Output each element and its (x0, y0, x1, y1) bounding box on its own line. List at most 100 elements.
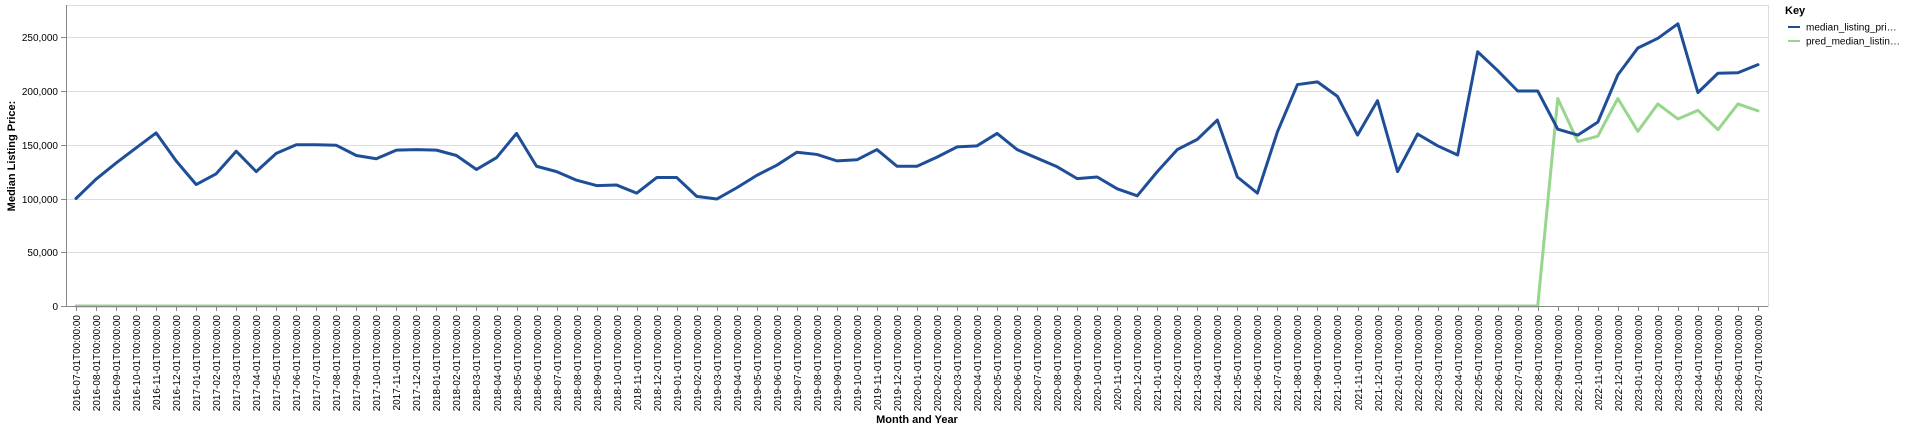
x-tick-label: 2019-01-01T00:00:00 (673, 315, 684, 412)
y-tick-label: 200,000 (22, 87, 59, 98)
x-tick-label: 2017-08-01T00:00:00 (332, 315, 343, 412)
x-tick-label: 2022-04-01T00:00:00 (1454, 315, 1465, 412)
x-tick-label: 2023-02-01T00:00:00 (1654, 315, 1665, 412)
x-tick-label: 2021-09-01T00:00:00 (1313, 315, 1324, 412)
x-tick-label: 2020-02-01T00:00:00 (933, 315, 944, 412)
x-tick-label: 2022-09-01T00:00:00 (1554, 315, 1565, 412)
series-layer (74, 22, 1760, 308)
legend-title: Key (1785, 5, 1806, 17)
x-tick-label: 2017-03-01T00:00:00 (232, 315, 243, 412)
x-tick-label: 2019-10-01T00:00:00 (853, 315, 864, 412)
x-tick-label: 2022-11-01T00:00:00 (1594, 315, 1605, 411)
series-line-median-listing-price (74, 22, 1760, 201)
x-tick-label: 2023-06-01T00:00:00 (1734, 315, 1745, 412)
x-tick-label: 2020-10-01T00:00:00 (1093, 315, 1104, 412)
x-tick-label: 2021-08-01T00:00:00 (1293, 315, 1304, 412)
x-tick-label: 2017-09-01T00:00:00 (352, 315, 363, 412)
x-tick-label: 2018-11-01T00:00:00 (633, 315, 644, 411)
x-tick-label: 2017-10-01T00:00:00 (372, 315, 383, 412)
y-tick-label: 0 (52, 302, 58, 313)
x-tick-label: 2021-03-01T00:00:00 (1193, 315, 1204, 412)
legend-label: pred_median_listin… (1806, 37, 1900, 48)
x-tick-label: 2016-08-01T00:00:00 (92, 315, 103, 412)
axes: 0 50,000 100,000 150,000 200,000 250,000 2016-… (22, 5, 1768, 411)
x-tick-label: 2018-10-01T00:00:00 (613, 315, 624, 412)
x-tick-label: 2019-02-01T00:00:00 (693, 315, 704, 412)
x-tick-label: 2022-01-01T00:00:00 (1394, 315, 1405, 412)
x-tick-label: 2017-11-01T00:00:00 (392, 315, 403, 411)
x-tick-label: 2023-01-01T00:00:00 (1634, 315, 1645, 412)
x-tick-label: 2018-05-01T00:00:00 (513, 315, 524, 412)
x-tick-label: 2017-12-01T00:00:00 (412, 315, 423, 412)
x-tick-label: 2022-06-01T00:00:00 (1494, 315, 1505, 412)
gridlines (66, 37, 1768, 307)
x-tick-label: 2022-10-01T00:00:00 (1574, 315, 1585, 412)
x-tick-label: 2016-12-01T00:00:00 (172, 315, 183, 412)
x-tick-label: 2019-07-01T00:00:00 (793, 315, 804, 412)
x-tick-label: 2019-04-01T00:00:00 (733, 315, 744, 412)
x-tick-label: 2019-11-01T00:00:00 (873, 315, 884, 411)
x-tick-label: 2020-07-01T00:00:00 (1033, 315, 1044, 412)
y-axis-title: Median Listing Price: (6, 101, 18, 212)
x-tick-label: 2016-10-01T00:00:00 (132, 315, 143, 412)
legend-label: median_listing_pri… (1806, 23, 1897, 34)
x-tick-label: 2019-12-01T00:00:00 (893, 315, 904, 412)
x-tick-label: 2019-09-01T00:00:00 (833, 315, 844, 412)
x-tick-label: 2020-01-01T00:00:00 (913, 315, 924, 412)
x-axis-title: Month and Year (876, 414, 958, 426)
y-tick-label: 50,000 (27, 248, 58, 259)
x-tick-label: 2022-12-01T00:00:00 (1614, 315, 1625, 412)
x-tick-label: 2022-07-01T00:00:00 (1514, 315, 1525, 412)
x-tick-label: 2018-12-01T00:00:00 (653, 315, 664, 412)
x-tick-label: 2023-04-01T00:00:00 (1694, 315, 1705, 412)
x-tick-label: 2020-04-01T00:00:00 (973, 315, 984, 412)
x-tick-label: 2019-08-01T00:00:00 (813, 315, 824, 412)
y-tick-label: 250,000 (22, 33, 59, 44)
x-tick-label: 2020-08-01T00:00:00 (1053, 315, 1064, 412)
x-tick-label: 2018-02-01T00:00:00 (452, 315, 463, 412)
x-tick-label: 2019-06-01T00:00:00 (773, 315, 784, 412)
x-tick-label: 2023-05-01T00:00:00 (1714, 315, 1725, 412)
x-tick-label: 2022-05-01T00:00:00 (1474, 315, 1485, 412)
x-tick-label: 2022-02-01T00:00:00 (1414, 315, 1425, 412)
x-tick-label: 2017-06-01T00:00:00 (292, 315, 303, 412)
x-tick-label: 2021-10-01T00:00:00 (1333, 315, 1344, 412)
x-tick-label: 2018-01-01T00:00:00 (432, 315, 443, 412)
x-tick-label: 2021-04-01T00:00:00 (1213, 315, 1224, 412)
x-tick-label: 2020-12-01T00:00:00 (1133, 315, 1144, 412)
x-tick-label: 2021-12-01T00:00:00 (1374, 315, 1385, 412)
x-tick-label: 2022-03-01T00:00:00 (1434, 315, 1445, 412)
y-tick-label: 100,000 (22, 195, 59, 206)
x-tick-label: 2021-07-01T00:00:00 (1273, 315, 1284, 412)
x-tick-label: 2021-01-01T00:00:00 (1153, 315, 1164, 412)
series-line-pred-median-listing-price (74, 97, 1760, 308)
x-tick-label: 2022-08-01T00:00:00 (1534, 315, 1545, 412)
x-tick-label: 2018-04-01T00:00:00 (493, 315, 504, 412)
x-tick-label: 2021-02-01T00:00:00 (1173, 315, 1184, 412)
x-tick-label: 2016-07-01T00:00:00 (72, 315, 83, 412)
x-tick-label: 2016-09-01T00:00:00 (112, 315, 123, 412)
x-tick-label: 2017-02-01T00:00:00 (212, 315, 223, 412)
x-tick-label: 2019-05-01T00:00:00 (753, 315, 764, 412)
x-tick-label: 2020-05-01T00:00:00 (993, 315, 1004, 412)
x-tick-label: 2017-01-01T00:00:00 (192, 315, 203, 412)
x-tick-label: 2017-05-01T00:00:00 (272, 315, 283, 412)
y-tick-label: 150,000 (22, 141, 59, 152)
x-tick-label: 2020-06-01T00:00:00 (1013, 315, 1024, 412)
plot-frame (66, 5, 1769, 307)
x-tick-label: 2018-08-01T00:00:00 (573, 315, 584, 412)
x-tick-label: 2021-11-01T00:00:00 (1354, 315, 1365, 411)
x-tick-label: 2018-07-01T00:00:00 (553, 315, 564, 412)
x-tick-label: 2017-04-01T00:00:00 (252, 315, 263, 412)
x-tick-label: 2020-03-01T00:00:00 (953, 315, 964, 412)
x-tick-label: 2021-06-01T00:00:00 (1253, 315, 1264, 412)
x-tick-label: 2018-03-01T00:00:00 (472, 315, 483, 412)
x-tick-label: 2019-03-01T00:00:00 (713, 315, 724, 412)
x-tick-label: 2018-06-01T00:00:00 (533, 315, 544, 412)
x-tick-label: 2016-11-01T00:00:00 (152, 315, 163, 411)
x-tick-label: 2018-09-01T00:00:00 (593, 315, 604, 412)
x-tick-label: 2020-09-01T00:00:00 (1073, 315, 1084, 412)
x-tick-label: 2017-07-01T00:00:00 (312, 315, 323, 412)
x-tick-label: 2021-05-01T00:00:00 (1233, 315, 1244, 412)
